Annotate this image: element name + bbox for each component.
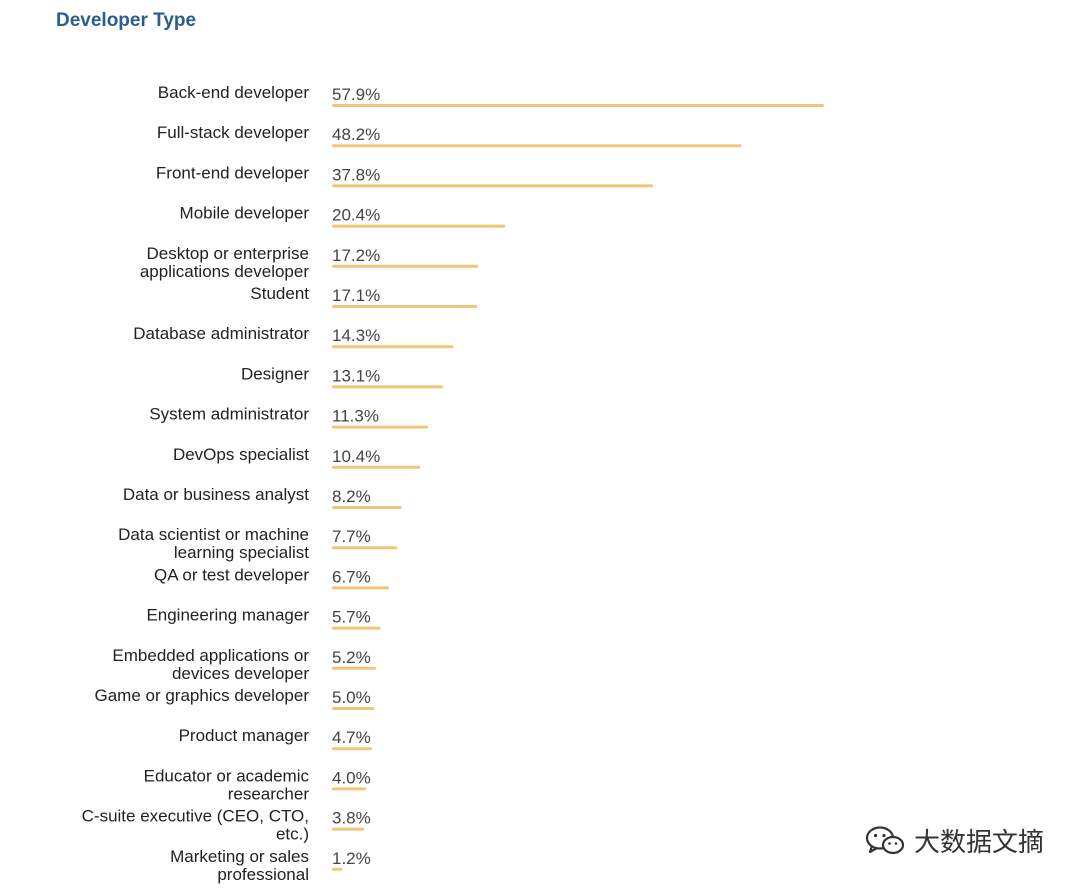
bar <box>332 425 429 429</box>
category-label: Educator or academic researcher <box>144 766 310 803</box>
category-label: Product manager <box>179 726 310 745</box>
category-label: QA or test developer <box>154 565 309 584</box>
bar-row: Full-stack developer 48.2% <box>157 123 742 148</box>
category-label: Mobile developer <box>180 204 310 223</box>
bar <box>332 666 377 670</box>
value-label: 4.0% <box>332 768 371 787</box>
bar-row: C-suite executive (CEO, CTO, etc.) 3.8% <box>82 807 371 844</box>
bar-row: Marketing or sales professional 1.2% <box>170 847 371 884</box>
value-label: 5.0% <box>332 688 371 707</box>
bar <box>332 184 654 188</box>
bar <box>332 827 365 831</box>
bar-row: Product manager 4.7% <box>179 726 372 751</box>
bar-row: Back-end developer 57.9% <box>158 83 824 107</box>
chart-title: Developer Type <box>56 10 197 31</box>
category-label: Designer <box>241 364 309 383</box>
value-label: 14.3% <box>332 326 380 345</box>
bar-row: Data or business analyst 8.2% <box>123 485 402 509</box>
bar <box>332 506 402 509</box>
value-label: 8.2% <box>332 487 371 506</box>
category-label: Back-end developer <box>158 83 310 102</box>
bar <box>332 264 479 268</box>
wechat-icon <box>865 825 905 854</box>
bar-row: Front-end developer 37.8% <box>156 163 654 188</box>
bar-row: QA or test developer 6.7% <box>154 565 389 590</box>
category-label: DevOps specialist <box>173 445 309 464</box>
category-label: Student <box>250 284 309 303</box>
value-label: 10.4% <box>332 447 380 466</box>
bar-row: Embedded applications or devices develope… <box>112 646 377 683</box>
category-label: Embedded applications or devices develope… <box>112 646 309 683</box>
value-label: 1.2% <box>332 849 371 868</box>
bar <box>332 707 375 710</box>
value-label: 37.8% <box>332 165 380 184</box>
value-label: 57.9% <box>332 85 380 104</box>
bar <box>332 586 389 590</box>
bar <box>332 144 742 148</box>
bar <box>332 626 381 630</box>
bar <box>332 867 343 871</box>
value-label: 7.7% <box>332 527 371 546</box>
value-label: 5.2% <box>332 648 371 667</box>
category-label: Game or graphics developer <box>94 686 309 705</box>
bar-row: Desktop or enterprise applications develo… <box>140 244 479 281</box>
category-label: System administrator <box>149 405 309 424</box>
bar <box>332 345 454 349</box>
bar <box>332 385 444 389</box>
value-label: 20.4% <box>332 206 380 225</box>
value-label: 4.7% <box>332 728 371 747</box>
bar-row: Data scientist or machine learning specia… <box>118 525 398 562</box>
category-label: C-suite executive (CEO, CTO, etc.) <box>82 807 309 844</box>
bar-row: System administrator 11.3% <box>149 405 429 429</box>
bar-row: Database administrator 14.3% <box>133 324 454 349</box>
bar-row: Student 17.1% <box>250 284 478 308</box>
bar-row: Mobile developer 20.4% <box>180 204 506 228</box>
value-label: 6.7% <box>332 567 371 586</box>
category-label: Front-end developer <box>156 163 309 182</box>
bar-row: DevOps specialist 10.4% <box>173 445 421 469</box>
category-label: Data or business analyst <box>123 485 309 504</box>
bar-row: Game or graphics developer 5.0% <box>94 686 375 710</box>
value-label: 11.3% <box>332 407 379 426</box>
value-label: 3.8% <box>332 809 371 828</box>
value-label: 48.2% <box>332 125 380 144</box>
category-label: Engineering manager <box>146 606 309 625</box>
category-label: Data scientist or machine learning specia… <box>118 525 309 562</box>
watermark-text: 大数据文摘 <box>913 828 1044 858</box>
category-label: Full-stack developer <box>157 123 309 142</box>
bar <box>332 787 366 791</box>
category-label: Marketing or sales professional <box>170 847 309 884</box>
bar <box>332 224 506 228</box>
bar-row: Engineering manager 5.7% <box>146 606 381 630</box>
value-label: 17.2% <box>332 246 380 265</box>
value-label: 17.1% <box>332 286 380 305</box>
bar-row: Designer 13.1% <box>241 364 444 389</box>
category-label: Desktop or enterprise applications develo… <box>140 244 310 281</box>
bar <box>332 546 398 550</box>
category-label: Database administrator <box>133 324 309 343</box>
bar-row: Educator or academic researcher 4.0% <box>144 766 371 803</box>
bar <box>332 747 372 751</box>
watermark: 大数据文摘 <box>864 822 1044 859</box>
bar <box>332 305 478 308</box>
bar <box>332 465 421 469</box>
value-label: 5.7% <box>332 608 371 627</box>
value-label: 13.1% <box>332 366 380 385</box>
bar <box>332 104 824 107</box>
